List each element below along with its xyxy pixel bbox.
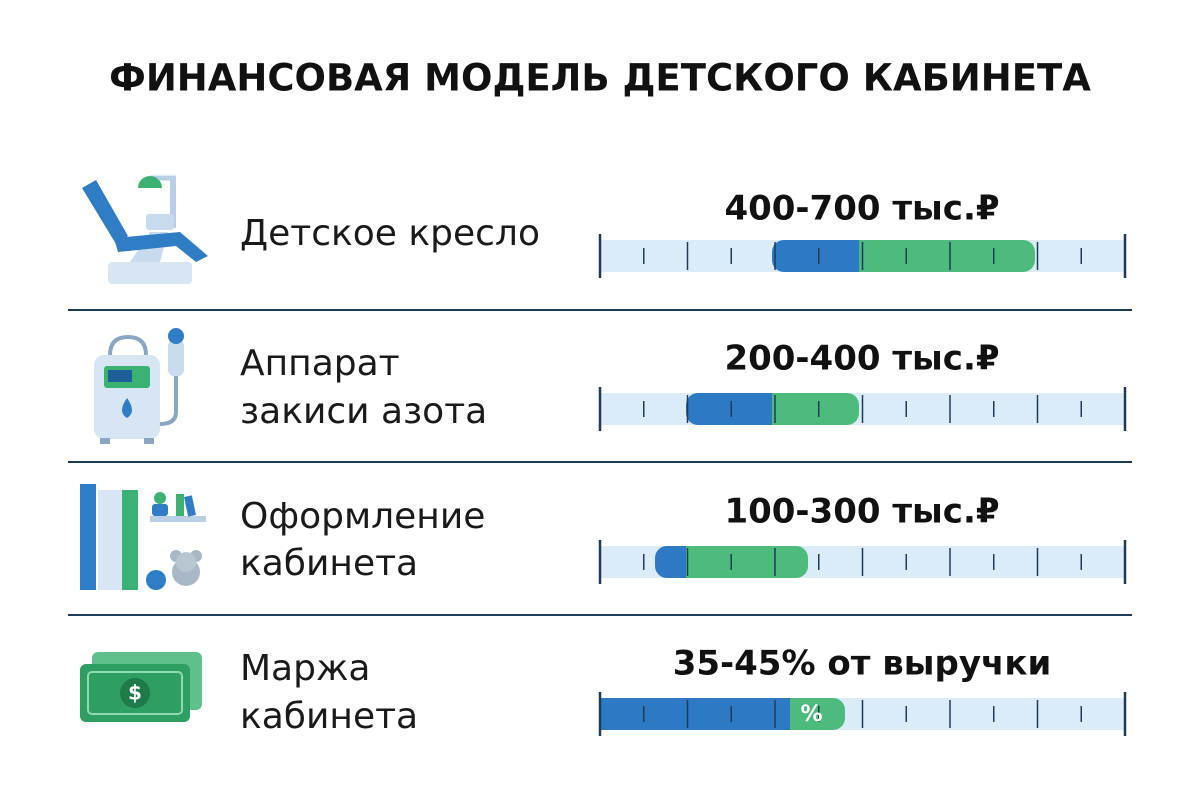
row-value: 35-45% от выручки — [673, 644, 1052, 684]
range-blue — [845, 240, 859, 272]
row-label: закиси азота — [240, 391, 487, 432]
money-icon: $ — [80, 652, 202, 722]
title: ФИНАНСОВАЯ МОДЕЛЬ ДЕТСКОГО КАБИНЕТА — [109, 57, 1091, 100]
decor-icon — [80, 484, 206, 590]
row: Оформление кабинета 100-300 тыс.₽ — [240, 492, 1127, 584]
row-value: 400-700 тыс.₽ — [724, 189, 999, 229]
row: Маржа кабинета 35-45% от выручки% — [240, 644, 1127, 737]
range-blue — [600, 698, 790, 730]
row-label: Аппарат — [240, 343, 400, 384]
range-blue — [772, 240, 859, 272]
row-label: Маржа — [240, 648, 370, 689]
row: Детское кресло 400-700 тыс.₽ — [240, 189, 1127, 278]
range-blue — [758, 393, 772, 425]
range-blue — [686, 393, 772, 425]
apparatus-icon — [94, 328, 184, 444]
rows: Детское кресло 400-700 тыс.₽ Аппарат закиси… — [240, 189, 1127, 737]
row-label: Детское кресло — [240, 213, 540, 254]
row-value: 200-400 тыс.₽ — [724, 339, 999, 379]
range-green — [760, 393, 859, 425]
range-green — [774, 698, 845, 730]
icon-glyph: $ — [128, 681, 142, 705]
separators — [68, 309, 1132, 616]
row-label: кабинета — [240, 696, 418, 737]
range-green — [674, 546, 808, 578]
chair-icon — [82, 175, 208, 284]
row-label: Оформление — [240, 496, 485, 537]
range-green — [847, 240, 1035, 272]
range-blue — [672, 546, 686, 578]
row: Аппарат закиси азота 200-400 тыс.₽ — [240, 339, 1127, 432]
badge: % — [800, 702, 822, 727]
row-value: 100-300 тыс.₽ — [724, 492, 999, 532]
row-label: кабинета — [240, 543, 418, 584]
